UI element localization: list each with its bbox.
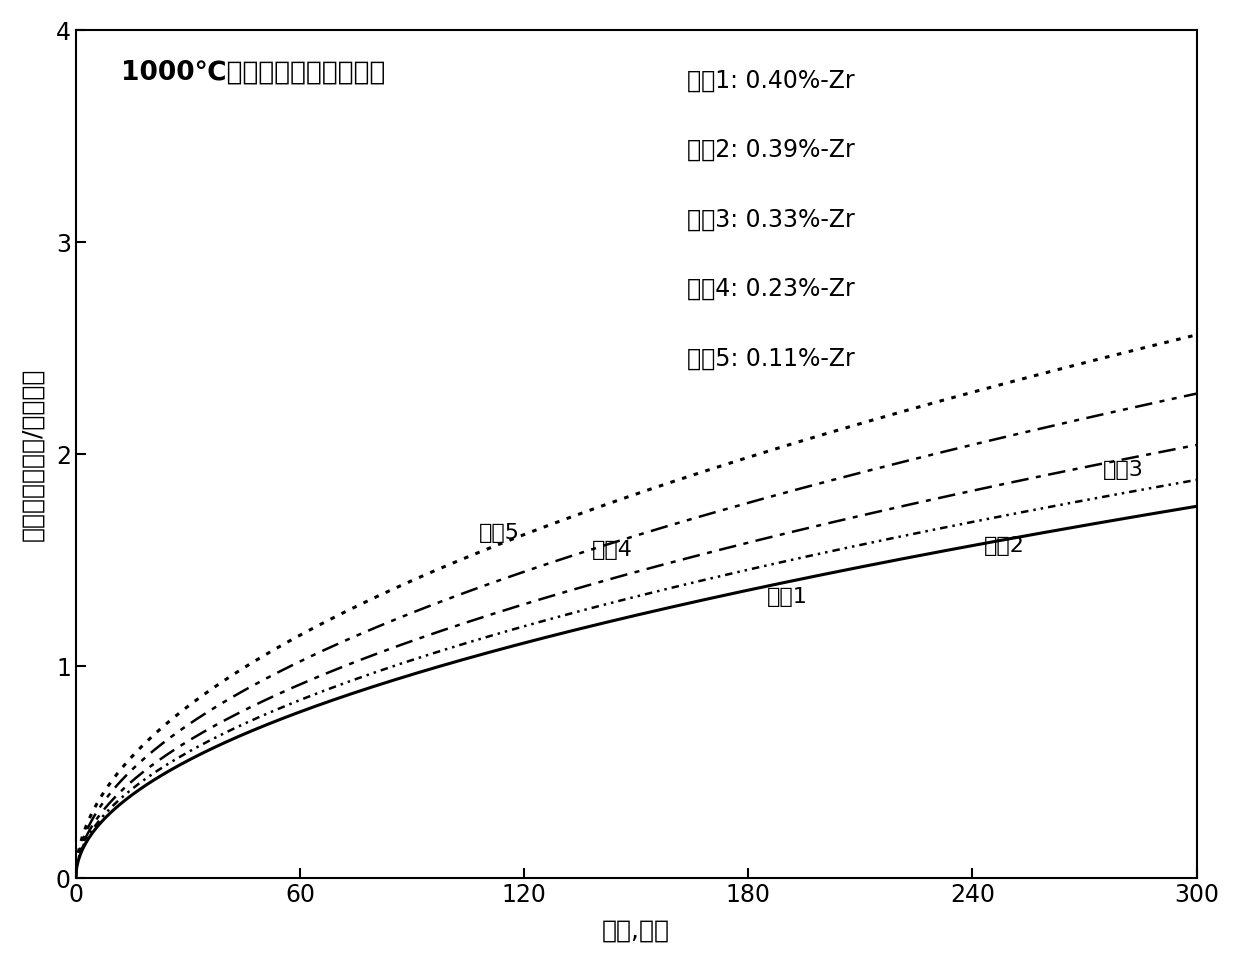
- Text: 1000℃温度下的高温氧化曲线: 1000℃温度下的高温氧化曲线: [120, 60, 384, 86]
- Text: 编号1: 0.40%-Zr: 编号1: 0.40%-Zr: [687, 68, 854, 92]
- Text: 编号5: 编号5: [480, 523, 521, 543]
- Text: 编号1: 编号1: [768, 586, 808, 607]
- Text: 编号4: 编号4: [591, 540, 632, 560]
- Y-axis label: 氧化增量，毫克/平方厘米: 氧化增量，毫克/平方厘米: [21, 368, 45, 541]
- Text: 编号3: 0.33%-Zr: 编号3: 0.33%-Zr: [687, 208, 854, 231]
- Text: 编号2: 0.39%-Zr: 编号2: 0.39%-Zr: [687, 138, 854, 162]
- Text: 编号5: 0.11%-Zr: 编号5: 0.11%-Zr: [687, 347, 854, 371]
- Text: 编号4: 0.23%-Zr: 编号4: 0.23%-Zr: [687, 277, 854, 301]
- X-axis label: 时间,分钟: 时间,分钟: [603, 918, 671, 942]
- Text: 编号2: 编号2: [983, 536, 1024, 556]
- Text: 编号3: 编号3: [1104, 459, 1145, 480]
